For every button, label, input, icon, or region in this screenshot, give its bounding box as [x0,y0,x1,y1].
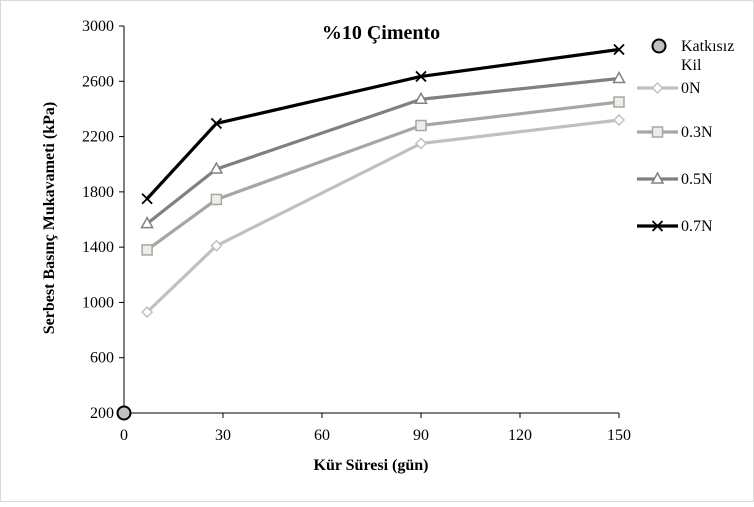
data-point [210,239,223,252]
series-0n [141,113,626,319]
y-tick-label: 1800 [82,184,114,201]
legend-marker [651,81,664,95]
series-line [146,76,620,225]
legend-label: 0.3N [681,124,713,141]
y-tick-label: 3000 [82,18,114,35]
data-point [140,216,154,229]
legend-label: 0N [681,80,701,97]
legend-label: Katkısız [681,38,734,55]
legend-item: 0.7N [637,218,713,235]
legend-marker [651,126,664,138]
legend-item: Katkısız Kil [651,38,734,74]
y-axis-title: Serbest Basınç Mukavameti (kPa) [41,102,58,334]
data-point [415,119,427,132]
y-tick-label: 2600 [82,73,114,90]
legend-label: 0.5N [681,171,713,188]
data-point [141,244,153,256]
series-line [145,47,620,200]
data-point [613,96,625,108]
legend-marker [651,220,664,232]
legend-label: 0.7N [681,218,713,235]
y-tick-label: 1000 [82,294,114,311]
data-point [612,113,626,127]
data-point [116,405,132,421]
data-point [141,193,153,205]
y-tick-label: 600 [90,350,114,367]
data-point [612,70,626,84]
data-point [414,137,428,150]
data-point [141,306,154,319]
data-point [414,91,428,105]
legend-item: 0.3N [637,124,713,141]
x-axis-ticks: 0 30 60 90 120 150 [120,413,631,444]
series-line [145,118,620,314]
series-katk-s-z-kil [116,405,132,421]
x-tick-label: 0 [120,427,128,444]
series-layer [116,43,626,421]
y-axis-ticks: 200 600 1000 1400 1800 2200 2600 3000 [82,18,124,422]
x-tick-label: 90 [413,427,429,444]
x-tick-label: 30 [215,427,231,444]
data-point [210,193,223,206]
y-tick-label: 1400 [82,239,114,256]
legend-marker [651,38,667,54]
y-tick-label: 2200 [82,129,114,146]
series-0-7n [141,43,625,205]
legend-marker [650,171,665,184]
series-line [146,100,620,252]
legend-item: 0.5N [637,171,713,188]
chart-title: %10 Çimento [322,22,440,44]
data-point [415,70,427,83]
data-point [209,161,224,174]
x-axis-title: Kür Süresi (gün) [314,457,429,474]
legend: Katkısız Kil 0N 0.3N 0.5N 0.7N [637,38,734,235]
data-point [613,43,625,56]
x-tick-label: 60 [314,427,330,444]
x-tick-label: 120 [508,427,532,444]
series-0-3n [141,96,625,256]
data-point [210,117,223,130]
y-tick-label: 200 [90,405,114,422]
x-tick-label: 150 [607,427,631,444]
legend-item: 0N [637,80,701,97]
legend-label: Kil [681,57,702,74]
series-0-5n [140,70,626,229]
